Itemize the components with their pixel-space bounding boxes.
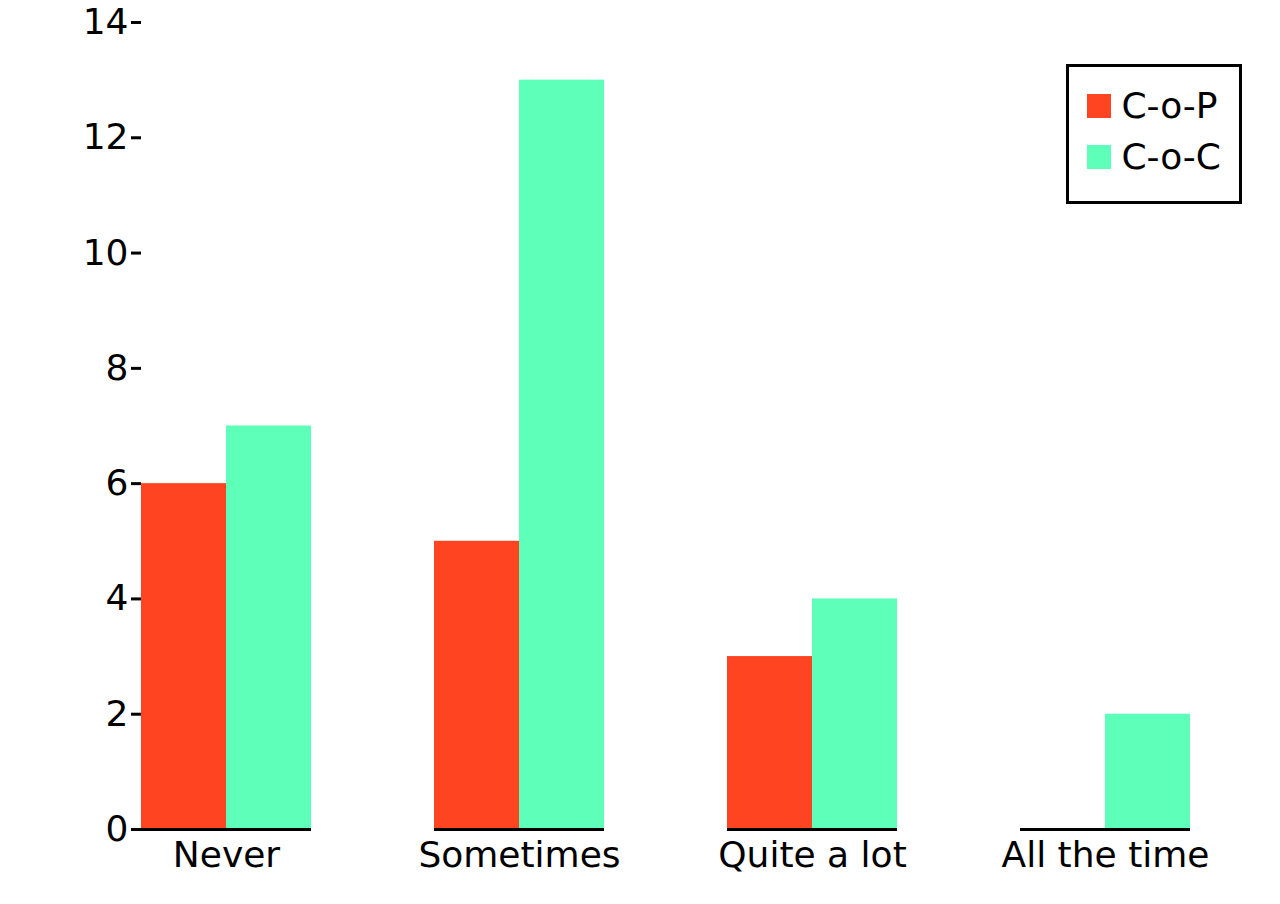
html-text:C-o-C: C-o-C	[1121, 136, 1221, 177]
svg-text:8: 8	[106, 347, 129, 388]
svg-text:10: 10	[83, 232, 129, 273]
svg-text:6: 6	[106, 462, 129, 503]
svg-text:2: 2	[106, 693, 129, 734]
svg-text:Quite a lot: Quite a lot	[718, 834, 907, 875]
svg-text:12: 12	[83, 116, 129, 157]
svg-text:0: 0	[106, 808, 129, 849]
html-text:C-o-P: C-o-P	[1121, 85, 1218, 126]
svg-text:All the time: All the time	[1002, 834, 1210, 875]
svg-text:14: 14	[83, 1, 129, 42]
svg-text:4: 4	[106, 577, 129, 618]
svg-text:Never: Never	[173, 834, 281, 875]
svg-text:Sometimes: Sometimes	[418, 834, 620, 875]
